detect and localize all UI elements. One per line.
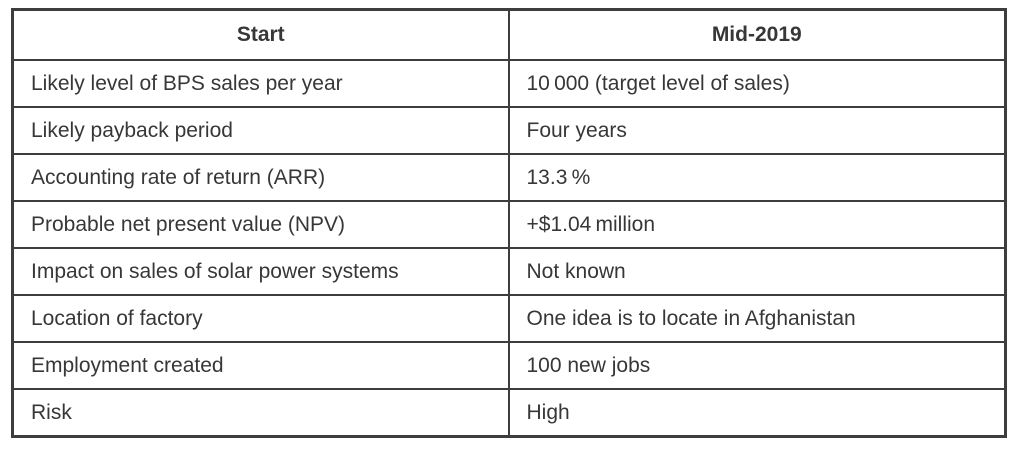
- row-label-arr: Accounting rate of return (ARR): [11, 153, 510, 202]
- row-label-employment: Employment created: [11, 341, 510, 390]
- row-label-risk: Risk: [11, 388, 510, 438]
- table-row: Likely payback period Four years: [11, 106, 1007, 155]
- column-header-mid-2019: Mid-2019: [507, 8, 1007, 61]
- row-label-factory-location: Location of factory: [11, 294, 510, 343]
- row-label-solar-impact: Impact on sales of solar power systems: [11, 247, 510, 296]
- row-value-bps-sales: 10 000 (target level of sales): [507, 59, 1007, 108]
- row-label-payback: Likely payback period: [11, 106, 510, 155]
- table-row: Location of factory One idea is to locat…: [11, 294, 1007, 343]
- table-row: Risk High: [11, 388, 1007, 438]
- header-row: Start Mid-2019: [11, 8, 1007, 61]
- row-value-risk: High: [507, 388, 1007, 438]
- row-label-bps-sales: Likely level of BPS sales per year: [11, 59, 510, 108]
- row-value-employment: 100 new jobs: [507, 341, 1007, 390]
- row-label-npv: Probable net present value (NPV): [11, 200, 510, 249]
- table-row: Accounting rate of return (ARR) 13.3 %: [11, 153, 1007, 202]
- row-value-arr: 13.3 %: [507, 153, 1007, 202]
- comparison-table: Start Mid-2019 Likely level of BPS sales…: [11, 8, 1007, 438]
- row-value-solar-impact: Not known: [507, 247, 1007, 296]
- row-value-npv: +$1.04 million: [507, 200, 1007, 249]
- column-header-start: Start: [11, 8, 510, 61]
- row-value-payback: Four years: [507, 106, 1007, 155]
- table-row: Impact on sales of solar power systems N…: [11, 247, 1007, 296]
- table-row: Likely level of BPS sales per year 10 00…: [11, 59, 1007, 108]
- table-row: Probable net present value (NPV) +$1.04 …: [11, 200, 1007, 249]
- table-row: Employment created 100 new jobs: [11, 341, 1007, 390]
- row-value-factory-location: One idea is to locate in Afghanistan: [507, 294, 1007, 343]
- comparison-table-container: Start Mid-2019 Likely level of BPS sales…: [11, 8, 1007, 438]
